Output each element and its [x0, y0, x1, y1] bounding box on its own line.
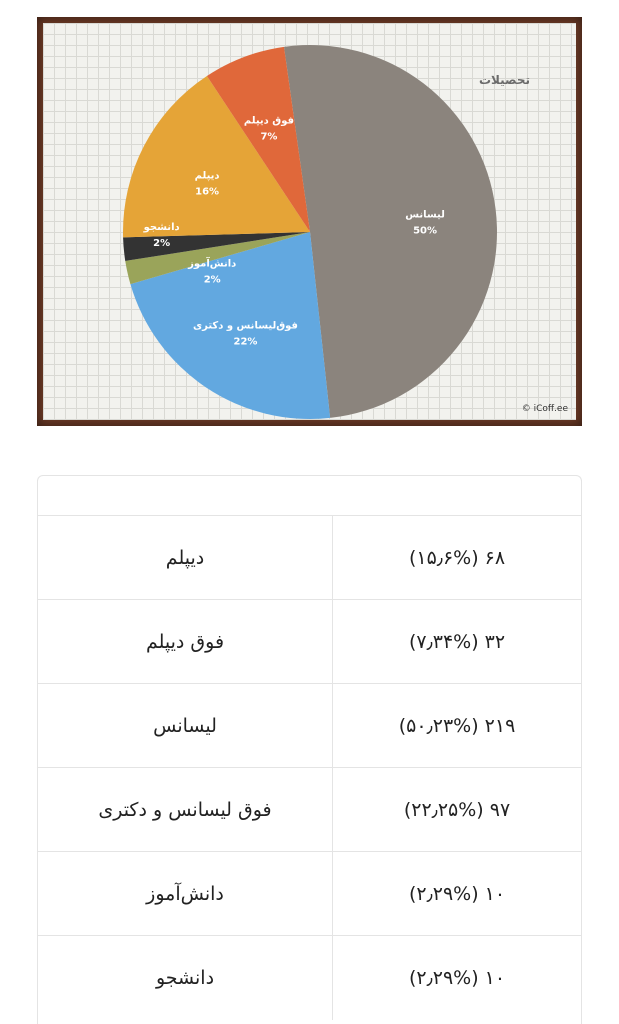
row-label: فوق دیپلم: [38, 600, 333, 683]
slice-percent-label: 2%: [153, 238, 170, 249]
slice-percent-label: 50%: [413, 226, 437, 237]
slice-percent-label: 2%: [204, 274, 221, 285]
row-value: ۱۰ (۲٫۲۹%): [408, 967, 506, 989]
data-table: دیپلم ۶۸ (۱۵٫۶%) فوق دیپلم ۳۲ (۷٫۳۴%) لی…: [37, 475, 582, 1024]
chart-credit: © iCoff.ee: [521, 404, 568, 414]
pie-slice: [130, 232, 331, 419]
table-row: فوق لیسانس و دکتری ۹۷ (۲۲٫۲۵%): [38, 768, 581, 852]
slice-percent-label: 16%: [195, 187, 219, 198]
table-header: [38, 476, 581, 516]
slice-label: لیسانس: [405, 210, 445, 221]
row-label: دانش‌آموز: [38, 852, 333, 935]
chart-title: تحصیلات: [478, 73, 530, 87]
row-value: ۹۷ (۲۲٫۲۵%): [403, 798, 511, 821]
slice-label: دانش‌آموز: [187, 256, 236, 269]
slice-label: فوق دیپلم: [244, 116, 294, 127]
pie-slice: [123, 232, 310, 261]
row-value: ۲۱۹ (۵۰٫۲۳%): [398, 714, 516, 737]
slice-label: فوق‌لیسانس و دکتری: [193, 320, 298, 331]
table-row: دانش‌آموز ۱۰ (۲٫۲۹%): [38, 852, 581, 936]
pie-slice: [283, 45, 497, 418]
table-row: دانشجو ۱۰ (۲٫۲۹%): [38, 936, 581, 1020]
pie-slice: [125, 232, 310, 285]
chart-image: لیسانس 50% فوق‌لیسانس و دکتری 22% دانش‌آموز 2…: [37, 17, 582, 426]
row-label: دانشجو: [38, 936, 333, 1020]
slice-label: دیپلم: [195, 171, 220, 182]
pie-slice: [123, 75, 310, 238]
row-label: فوق لیسانس و دکتری: [38, 768, 333, 851]
slice-label: دانشجو: [143, 222, 180, 233]
row-value: ۱۰ (۲٫۲۹%): [408, 882, 506, 905]
table-row: فوق دیپلم ۳۲ (۷٫۳۴%): [38, 600, 581, 684]
table-row: دیپلم ۶۸ (۱۵٫۶%): [38, 516, 581, 600]
slice-percent-label: 22%: [234, 336, 258, 347]
chart-paper: لیسانس 50% فوق‌لیسانس و دکتری 22% دانش‌آموز 2…: [43, 23, 576, 420]
pie-slice: [206, 46, 310, 232]
table-row: لیسانس ۲۱۹ (۵۰٫۲۳%): [38, 684, 581, 768]
row-value: ۳۲ (۷٫۳۴%): [408, 630, 506, 653]
row-label: دیپلم: [38, 516, 333, 599]
pie-chart: لیسانس 50% فوق‌لیسانس و دکتری 22% دانش‌آموز 2…: [123, 45, 497, 419]
row-label: لیسانس: [38, 684, 333, 767]
slice-percent-label: 7%: [260, 132, 277, 143]
row-value: ۶۸ (۱۵٫۶%): [408, 546, 506, 569]
